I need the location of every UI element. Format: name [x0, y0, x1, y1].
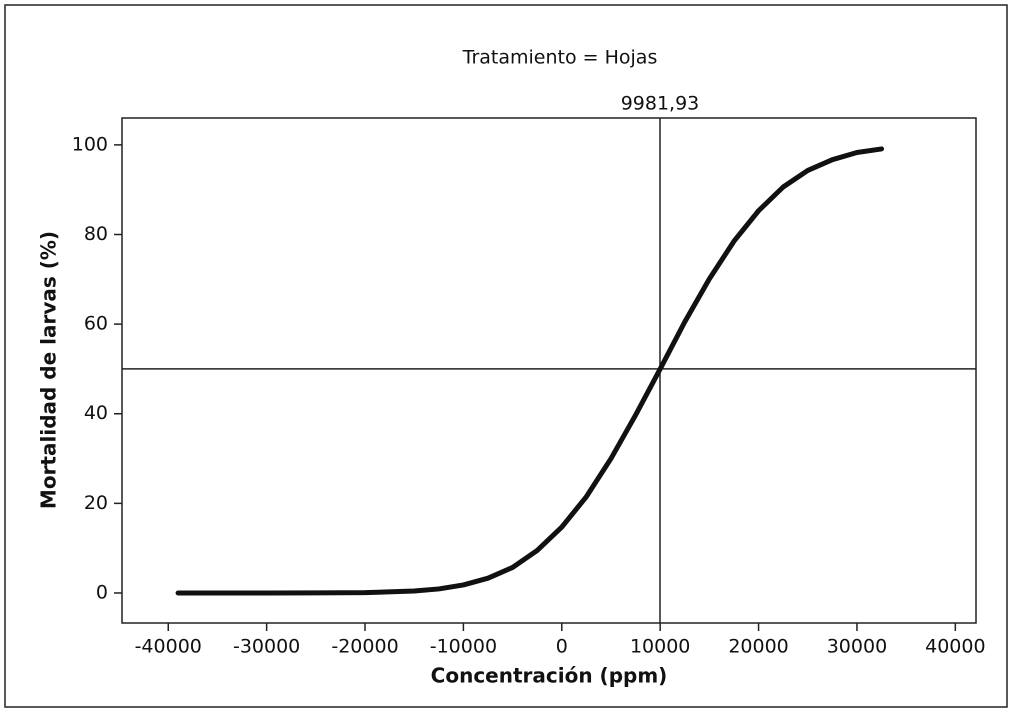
- y-tick-label: 60: [84, 313, 108, 335]
- x-tick-label: 40000: [925, 636, 985, 658]
- y-tick-label: 100: [72, 133, 108, 155]
- x-tick-label: 20000: [728, 636, 788, 658]
- y-tick-label: 40: [84, 402, 108, 424]
- x-tick-label: -10000: [430, 636, 497, 658]
- chart-title: Tratamiento = Hojas: [462, 47, 658, 69]
- reference-label: 9981,93: [621, 93, 700, 115]
- x-tick-label: -40000: [135, 636, 202, 658]
- x-tick-label: 30000: [827, 636, 887, 658]
- y-tick-label: 80: [84, 223, 108, 245]
- data-line: [175, 146, 885, 596]
- x-tick-label: 10000: [630, 636, 690, 658]
- frame: [4, 4, 1008, 708]
- x-tick-label: 0: [556, 636, 568, 658]
- plot-area: [121, 117, 977, 624]
- y-tick-label: 20: [84, 492, 108, 514]
- x-tick-label: -20000: [331, 636, 398, 658]
- x-tick-label: -30000: [233, 636, 300, 658]
- y-tick-label: 0: [96, 581, 108, 603]
- y-axis-label: Mortalidad de larvas (%): [37, 231, 61, 509]
- x-axis-label: Concentración (ppm): [431, 664, 668, 688]
